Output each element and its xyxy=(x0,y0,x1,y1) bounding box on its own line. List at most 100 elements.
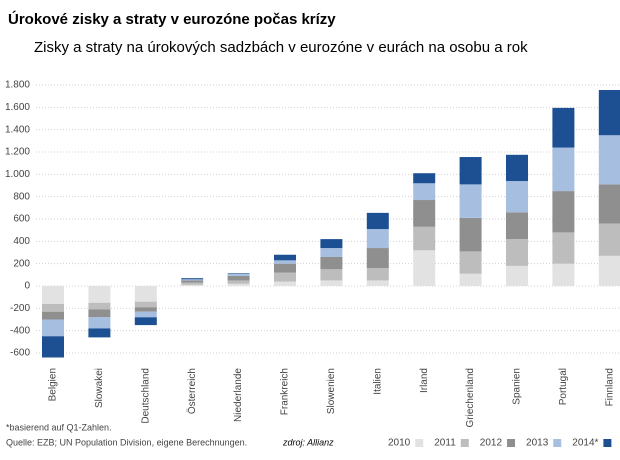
legend-label: 2013 xyxy=(526,438,549,449)
bar-segment xyxy=(320,280,343,287)
bar-segment xyxy=(88,328,111,338)
bar-segment xyxy=(320,248,343,257)
bar-segment xyxy=(459,184,482,218)
chart-title: Úrokové zisky a straty v eurozóne počas … xyxy=(8,10,336,28)
y-tick-label: 400 xyxy=(13,236,30,247)
bar-segment xyxy=(366,212,389,230)
bar-segment xyxy=(320,239,343,249)
bar-segment xyxy=(181,279,204,281)
bar-segment xyxy=(413,250,436,287)
x-tick-label: Deutschland xyxy=(140,368,151,424)
bar-segment xyxy=(459,273,482,287)
bar-segment xyxy=(134,307,157,312)
bar-segment xyxy=(506,181,528,213)
x-tick-label: Griechenland xyxy=(465,368,476,427)
bar-segment xyxy=(274,254,296,261)
bar-segment xyxy=(598,255,620,287)
bar-segment xyxy=(320,256,343,270)
legend-swatch xyxy=(603,439,612,447)
bar-segment xyxy=(88,286,111,303)
bar-segment xyxy=(366,229,389,249)
x-tick-label: Italien xyxy=(372,368,383,395)
bar-segment xyxy=(459,217,482,252)
note: *basierend auf Q1-Zahlen. xyxy=(6,422,112,432)
legend-label: 2010 xyxy=(388,438,411,449)
legend-swatch xyxy=(460,439,469,447)
y-tick-label: -600 xyxy=(10,348,30,359)
y-tick-label: 0 xyxy=(24,281,30,292)
bar-segment xyxy=(366,280,389,287)
bar-segment xyxy=(88,302,111,310)
bar-segment xyxy=(274,263,296,273)
bar-segment xyxy=(366,268,389,281)
bar-segment xyxy=(181,280,204,283)
legend-label: 2011 xyxy=(434,438,456,449)
x-tick-label: Slowenien xyxy=(326,368,337,414)
legend-label: 2014* xyxy=(572,438,598,449)
y-tick-label: -400 xyxy=(10,325,30,336)
bar-segment xyxy=(506,154,528,182)
bar-segment xyxy=(227,283,250,287)
bar-segment xyxy=(413,226,436,251)
source: Quelle: EZB; UN Population Division, eig… xyxy=(6,437,247,447)
bar-segment xyxy=(598,135,620,185)
y-tick-label: 1.200 xyxy=(5,147,30,158)
bar-segment xyxy=(42,311,64,320)
bar-segment xyxy=(181,282,204,285)
bar-segment xyxy=(227,275,250,281)
bar-segment xyxy=(42,286,64,304)
bar-segment xyxy=(227,273,250,276)
bar-segment xyxy=(274,272,296,282)
bar-segment xyxy=(366,248,389,269)
y-tick-label: 800 xyxy=(13,191,30,202)
bar-segment xyxy=(88,309,111,318)
credit: zdroj: Allianz xyxy=(282,437,334,447)
y-tick-label: 1.600 xyxy=(5,102,30,113)
bar-segment xyxy=(274,260,296,264)
bar-segment xyxy=(88,317,111,329)
bar-segment xyxy=(181,278,204,280)
bar-segment xyxy=(227,280,250,284)
bar-segment xyxy=(181,284,204,287)
bar-segment xyxy=(598,184,620,224)
bar-segment xyxy=(598,223,620,256)
bar-segment xyxy=(506,212,528,240)
x-tick-label: Frankreich xyxy=(280,368,291,415)
bar-segment xyxy=(506,265,528,287)
bar-segment xyxy=(413,173,436,184)
bar-segment xyxy=(552,232,575,264)
legend-swatch xyxy=(553,439,562,447)
legend-label: 2012 xyxy=(480,438,503,449)
bar-segment xyxy=(459,251,482,274)
bar-segment xyxy=(134,301,157,308)
bar-segment xyxy=(552,263,575,287)
y-tick-label: -200 xyxy=(10,303,30,314)
legend-swatch xyxy=(415,439,424,447)
bar-segment xyxy=(274,281,296,287)
x-tick-label: Irland xyxy=(419,368,430,393)
bar-segment xyxy=(552,147,575,192)
x-tick-label: Portugal xyxy=(558,368,569,405)
y-tick-label: 1.000 xyxy=(5,169,30,180)
x-tick-label: Niederlande xyxy=(233,368,244,422)
bar-segment xyxy=(598,90,620,136)
bar-segment xyxy=(506,239,528,266)
bar-segment xyxy=(134,311,157,318)
chart-subtitle: Zisky a straty na úrokových sadzbách v e… xyxy=(34,39,528,56)
bar-segment xyxy=(459,157,482,185)
x-tick-label: Slowakei xyxy=(94,368,105,408)
x-tick-label: Finnland xyxy=(604,368,615,406)
bar-segment xyxy=(552,107,575,148)
bar-segment xyxy=(413,183,436,201)
y-tick-label: 1.800 xyxy=(5,80,30,91)
bar-segment xyxy=(320,269,343,281)
y-tick-label: 1.400 xyxy=(5,124,30,135)
x-tick-label: Österreich xyxy=(186,368,198,414)
bar-segment xyxy=(134,317,157,326)
bar-segment xyxy=(42,303,64,312)
bar-segment xyxy=(42,319,64,337)
bar-segment xyxy=(134,286,157,302)
bar-segment xyxy=(413,200,436,227)
bar-segment xyxy=(227,273,250,274)
